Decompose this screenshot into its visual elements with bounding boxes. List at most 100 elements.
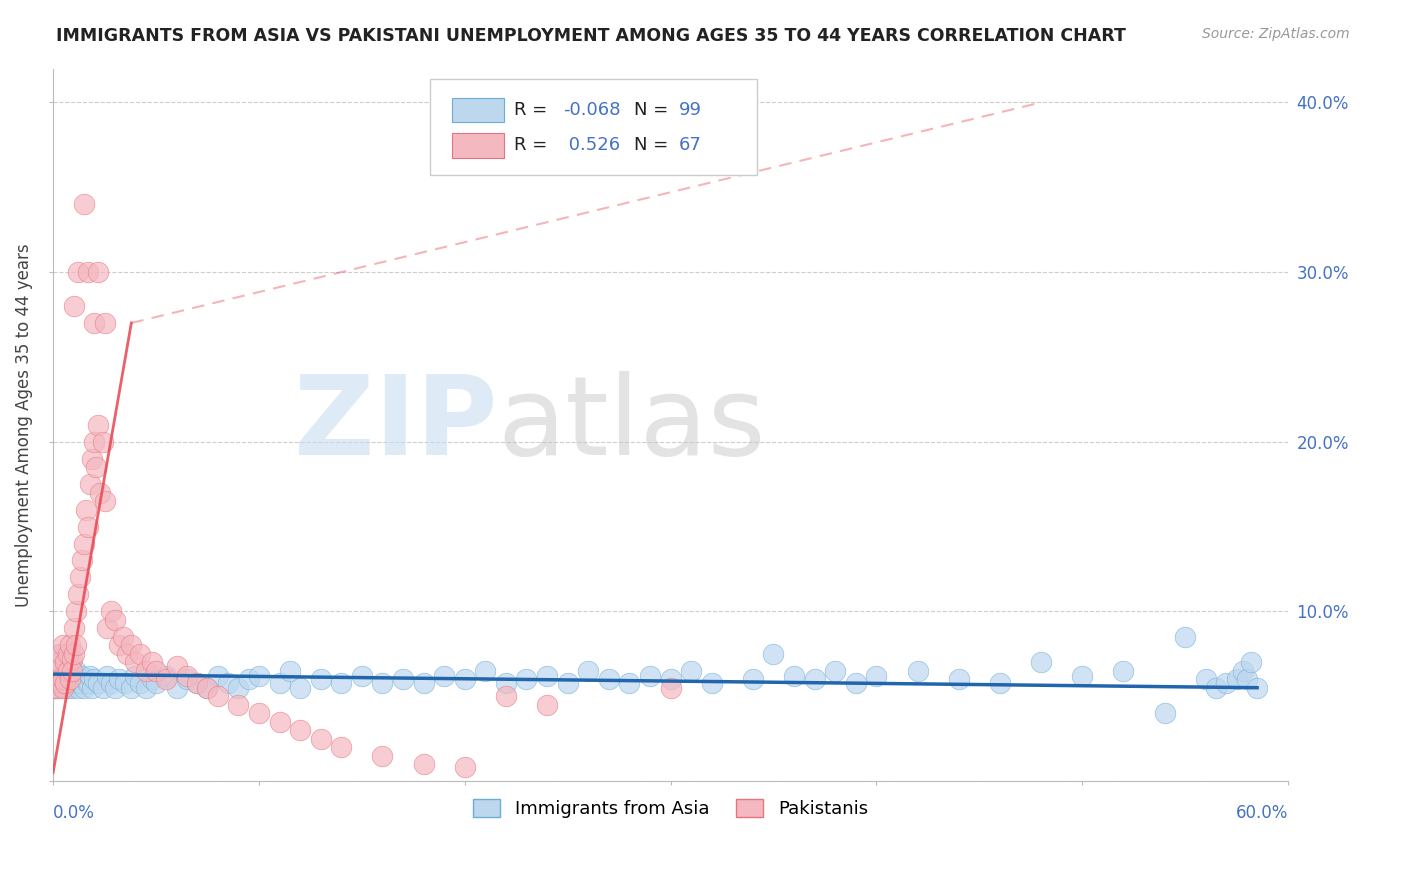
- Point: [73, 536, 96, 550]
- Text: ZIP: ZIP: [294, 371, 498, 478]
- Text: Source: ZipAtlas.com: Source: ZipAtlas.com: [1202, 27, 1350, 41]
- Point: [66, 681, 89, 695]
- Point: [108, 672, 131, 686]
- Point: [350, 669, 373, 683]
- Point: [145, 675, 167, 690]
- Point: [44, 681, 66, 695]
- Point: [1195, 672, 1218, 686]
- Point: [60, 652, 83, 666]
- Point: [56, 669, 79, 683]
- Point: [1232, 664, 1254, 678]
- Y-axis label: Unemployment Among Ages 35 to 44 years: Unemployment Among Ages 35 to 44 years: [15, 243, 32, 607]
- Point: [907, 664, 929, 678]
- Point: [62, 647, 84, 661]
- Text: 99: 99: [679, 101, 702, 119]
- Point: [207, 669, 229, 683]
- Point: [73, 197, 96, 211]
- Legend: Immigrants from Asia, Pakistanis: Immigrants from Asia, Pakistanis: [465, 791, 875, 825]
- Point: [59, 638, 82, 652]
- Point: [62, 669, 84, 683]
- Text: N =: N =: [634, 136, 673, 154]
- Point: [96, 669, 118, 683]
- Point: [145, 664, 167, 678]
- Point: [536, 669, 558, 683]
- Point: [89, 485, 111, 500]
- Point: [48, 672, 70, 686]
- Point: [803, 672, 825, 686]
- Point: [309, 672, 332, 686]
- Point: [155, 669, 177, 683]
- Point: [62, 621, 84, 635]
- Point: [75, 502, 97, 516]
- Point: [56, 681, 79, 695]
- Point: [93, 316, 115, 330]
- Point: [659, 681, 682, 695]
- Text: 60.0%: 60.0%: [1236, 804, 1288, 822]
- Point: [186, 675, 208, 690]
- Point: [186, 675, 208, 690]
- Point: [60, 664, 83, 678]
- Point: [1112, 664, 1135, 678]
- Point: [46, 664, 69, 678]
- Point: [83, 434, 105, 449]
- Point: [48, 675, 70, 690]
- Point: [77, 265, 100, 279]
- Point: [83, 672, 105, 686]
- Point: [278, 664, 301, 678]
- Point: [166, 658, 188, 673]
- Point: [56, 664, 79, 678]
- Point: [87, 265, 110, 279]
- Point: [52, 672, 75, 686]
- Point: [454, 760, 477, 774]
- Point: [114, 675, 136, 690]
- Point: [82, 681, 104, 695]
- Point: [112, 630, 135, 644]
- FancyBboxPatch shape: [430, 79, 756, 176]
- Point: [238, 672, 260, 686]
- Point: [91, 434, 114, 449]
- Point: [247, 669, 270, 683]
- Point: [91, 681, 114, 695]
- Point: [128, 647, 150, 661]
- Point: [86, 460, 108, 475]
- FancyBboxPatch shape: [451, 134, 503, 158]
- Point: [576, 664, 599, 678]
- Point: [1153, 706, 1175, 720]
- Point: [598, 672, 620, 686]
- Point: [228, 681, 250, 695]
- Point: [135, 681, 157, 695]
- Point: [51, 658, 73, 673]
- Point: [55, 655, 77, 669]
- Point: [62, 675, 84, 690]
- Point: [176, 669, 198, 683]
- Text: R =: R =: [513, 136, 553, 154]
- Point: [77, 675, 100, 690]
- Point: [619, 675, 641, 690]
- Point: [1246, 681, 1268, 695]
- Point: [70, 669, 93, 683]
- Point: [309, 731, 332, 746]
- Point: [948, 672, 970, 686]
- Point: [79, 669, 101, 683]
- Point: [75, 672, 97, 686]
- Point: [433, 669, 456, 683]
- Point: [52, 652, 75, 666]
- Point: [845, 675, 868, 690]
- Text: 0.0%: 0.0%: [53, 804, 96, 822]
- Point: [474, 664, 496, 678]
- Point: [371, 748, 394, 763]
- Point: [330, 740, 353, 755]
- Point: [115, 647, 138, 661]
- Point: [392, 672, 415, 686]
- Point: [52, 672, 75, 686]
- Point: [65, 604, 87, 618]
- Point: [865, 669, 887, 683]
- Point: [120, 681, 142, 695]
- Point: [96, 621, 118, 635]
- Point: [46, 681, 69, 695]
- Point: [1174, 630, 1197, 644]
- Text: atlas: atlas: [498, 371, 766, 478]
- Point: [46, 655, 69, 669]
- Point: [495, 675, 517, 690]
- Point: [741, 672, 763, 686]
